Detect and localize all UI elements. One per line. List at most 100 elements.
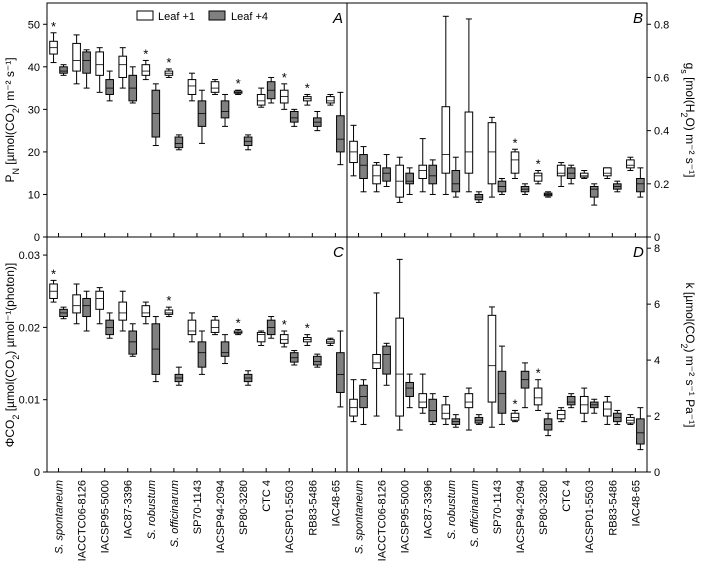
panel-d-leaf1-box-3 xyxy=(418,373,428,414)
panel-d-leaf1-box-1-box xyxy=(372,354,381,369)
panel-a-leaf4-box-2-box xyxy=(105,79,114,95)
x-category-label: IACSP95-5000 xyxy=(400,480,412,553)
panel-c-leaf4-box-6 xyxy=(197,330,207,375)
panel-c-leaf4-box-1 xyxy=(82,290,91,332)
x-category-label: IAC48-65 xyxy=(330,480,342,526)
panel-d-leaf4-box-2 xyxy=(405,373,414,409)
x-category-label: RB83-5486 xyxy=(607,480,619,536)
panel-a-leaf1-box-3-box xyxy=(118,55,128,78)
panel-b-leaf4-box-4-box xyxy=(451,170,461,193)
panel-b-leaf4-box-8 xyxy=(543,191,553,198)
panel-a-ytick-label: 40 xyxy=(28,62,40,74)
panel-b-leaf4-box-10 xyxy=(589,183,599,206)
panel-a-significance-star: * xyxy=(166,55,171,70)
panel-d-leaf1-box-11 xyxy=(603,395,612,425)
panel-c-leaf4-box-3 xyxy=(128,323,138,357)
panel-d-leaf4-box-0 xyxy=(359,379,368,425)
panel-c-leaf4-box-3-box xyxy=(128,330,138,355)
panel-a-significance-star: * xyxy=(305,80,310,95)
panel-c-leaf4-box-8 xyxy=(243,370,253,386)
x-category-label: S. officinarum xyxy=(469,480,481,547)
panel-b-leaf4-box-2 xyxy=(405,167,414,195)
panel-d-leaf4-box-12 xyxy=(636,407,645,451)
panel-a-ytick-label: 20 xyxy=(28,147,40,159)
panel-c-leaf4-box-0 xyxy=(59,306,68,320)
panel-c-ytick-label: 0.02 xyxy=(19,322,40,334)
panel-a-leaf4-box-6 xyxy=(197,89,207,144)
panel-c-leaf4-box-7-box xyxy=(220,341,230,357)
panel-a-leaf1-box-8 xyxy=(233,89,243,95)
legend-swatch-leaf4 xyxy=(208,10,226,21)
panel-b-leaf1-box-9-box xyxy=(556,164,566,177)
panel-c-leaf4-box-5 xyxy=(174,366,184,386)
panel-a-leaf1-box-4 xyxy=(141,59,151,81)
panel-b-leaf4-box-1 xyxy=(382,154,391,187)
panel-b-leaf1-box-7 xyxy=(510,148,520,179)
x-category-label: SP80-3280 xyxy=(538,480,550,535)
panel-b-leaf1-box-1 xyxy=(372,162,381,193)
panel-a-leaf4-box-0-box xyxy=(59,66,68,74)
x-category-label: IACSP94-2094 xyxy=(215,480,227,553)
panel-c-leaf1-box-3 xyxy=(118,290,128,332)
panel-c-leaf4-box-4 xyxy=(151,316,161,383)
panel-a-leaf4-box-11 xyxy=(313,110,322,132)
panel-a-leaf1-box-11 xyxy=(303,93,312,106)
panel-a-leaf4-box-7 xyxy=(220,93,230,127)
panel-b-leaf1-box-4-box xyxy=(441,106,451,174)
panel-b-leaf4-box-11 xyxy=(613,180,622,193)
panel-a-leaf4-box-8 xyxy=(243,134,253,151)
panel-c-leaf1-box-5-box xyxy=(164,309,174,315)
panel-d-leaf4-box-9-box xyxy=(566,395,576,406)
panel-b-leaf4-box-9 xyxy=(566,164,576,185)
panel-a-leaf4-box-10-box xyxy=(289,110,299,123)
panel-b-leaf1-box-10-box xyxy=(579,172,589,178)
panel-b-leaf4-box-10-box xyxy=(589,185,599,198)
panel-a-leaf1-box-1 xyxy=(72,34,81,85)
panel-a-leaf1-box-9 xyxy=(256,87,266,108)
panel-a-leaf4-box-5-box xyxy=(174,136,184,149)
panel-a-leaf4-box-1 xyxy=(82,49,91,89)
panel-b-leaf1-box-1-box xyxy=(372,164,381,185)
panel-d-leaf4-box-6-box xyxy=(497,370,507,414)
panel-d-leaf1-box-5-box xyxy=(464,393,474,409)
panel-d-leaf4-box-9 xyxy=(566,393,576,409)
panel-b-leaf4-box-4 xyxy=(451,156,461,198)
panel-a-leaf1-box-10 xyxy=(279,83,289,110)
panel-c-leaf4-box-12 xyxy=(336,330,345,408)
panel-d-ytick-label: 4 xyxy=(654,355,660,367)
panel-a-leaf4-box-10 xyxy=(289,108,299,127)
panel-c-leaf4-box-12-box xyxy=(336,352,345,393)
panel-c-ylabel: ΦCO2 [µmol(CO2) µmol⁻¹(photon)] xyxy=(3,263,21,447)
panel-c-leaf1-box-9-box xyxy=(256,331,266,343)
legend-label-leaf1: Leaf +1 xyxy=(158,11,195,23)
panel-c-significance-star: * xyxy=(236,316,241,331)
panel-c-leaf1-box-6-box xyxy=(187,319,197,336)
panel-a-leaf4-box-12 xyxy=(336,91,345,166)
panel-d-significance-star: * xyxy=(536,366,541,381)
panel-a-leaf1-box-4-box xyxy=(141,64,151,76)
panel-b-leaf1-box-12-box xyxy=(626,159,635,169)
panel-a-leaf4-box-2 xyxy=(105,70,114,102)
x-category-label: SP70-1143 xyxy=(492,480,504,534)
panel-b-leaf1-box-11 xyxy=(603,167,612,179)
panel-b-ylabel: gs [mol(H2O) m⁻² s⁻¹] xyxy=(679,63,697,178)
x-category-label: IACSP94-2094 xyxy=(515,480,527,553)
panel-a-leaf4-box-5 xyxy=(174,134,184,151)
panel-b-leaf1-box-6 xyxy=(487,116,497,198)
panel-d-leaf4-box-3 xyxy=(428,393,438,425)
panel-d-leaf1-box-12 xyxy=(626,414,635,425)
panel-d-leaf1-box-1 xyxy=(372,292,381,417)
panel-d-leaf4-box-12-box xyxy=(636,418,645,445)
panel-b-leaf4-box-5 xyxy=(474,191,484,203)
panel-a-leaf1-box-0 xyxy=(49,32,58,64)
panel-c-significance-star: * xyxy=(282,317,287,332)
panel-d-leaf4-box-5 xyxy=(474,414,484,425)
panel-b-leaf1-box-5-box xyxy=(464,111,474,174)
panel-d-leaf4-box-10 xyxy=(589,398,599,414)
panel-d-leaf1-box-10 xyxy=(579,387,589,423)
panel-c-leaf1-box-10-box xyxy=(279,334,289,344)
panel-b-leaf4-box-6 xyxy=(497,178,507,195)
panel-c-leaf1-box-4-box xyxy=(141,305,151,318)
panel-b-ytick-label: 0.8 xyxy=(654,19,669,31)
